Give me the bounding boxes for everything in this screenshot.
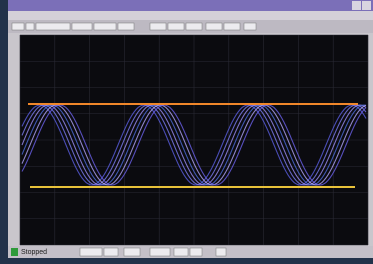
toolbar-field[interactable] bbox=[206, 23, 222, 30]
screenshot: Stopped bbox=[0, 0, 373, 264]
toolbar-field[interactable] bbox=[186, 23, 202, 30]
page: Stopped (() => { const data = JSON.parse… bbox=[0, 0, 373, 264]
toolbar-field[interactable] bbox=[224, 23, 240, 30]
menu-bar bbox=[8, 11, 373, 20]
window-button[interactable] bbox=[352, 1, 361, 10]
toolbar-controls bbox=[12, 23, 256, 30]
window-button[interactable] bbox=[362, 1, 371, 10]
status-field[interactable] bbox=[150, 248, 170, 256]
status-field[interactable] bbox=[80, 248, 102, 256]
toolbar-field[interactable] bbox=[72, 23, 92, 30]
toolbar-field[interactable] bbox=[12, 23, 24, 30]
toolbar-field[interactable] bbox=[168, 23, 184, 30]
toolbar-field[interactable] bbox=[244, 23, 256, 30]
status-field[interactable] bbox=[216, 248, 226, 256]
status-field[interactable] bbox=[124, 248, 140, 256]
title-bar bbox=[8, 0, 373, 11]
toolbar-field[interactable] bbox=[94, 23, 116, 30]
toolbar-field[interactable] bbox=[36, 23, 70, 30]
status-field[interactable] bbox=[190, 248, 202, 256]
status-field[interactable] bbox=[104, 248, 118, 256]
status-text: Stopped bbox=[21, 249, 47, 256]
toolbar-field[interactable] bbox=[26, 23, 34, 30]
run-button[interactable] bbox=[11, 248, 18, 256]
status-field[interactable] bbox=[174, 248, 188, 256]
toolbar-field[interactable] bbox=[118, 23, 134, 30]
toolbar-field[interactable] bbox=[150, 23, 166, 30]
